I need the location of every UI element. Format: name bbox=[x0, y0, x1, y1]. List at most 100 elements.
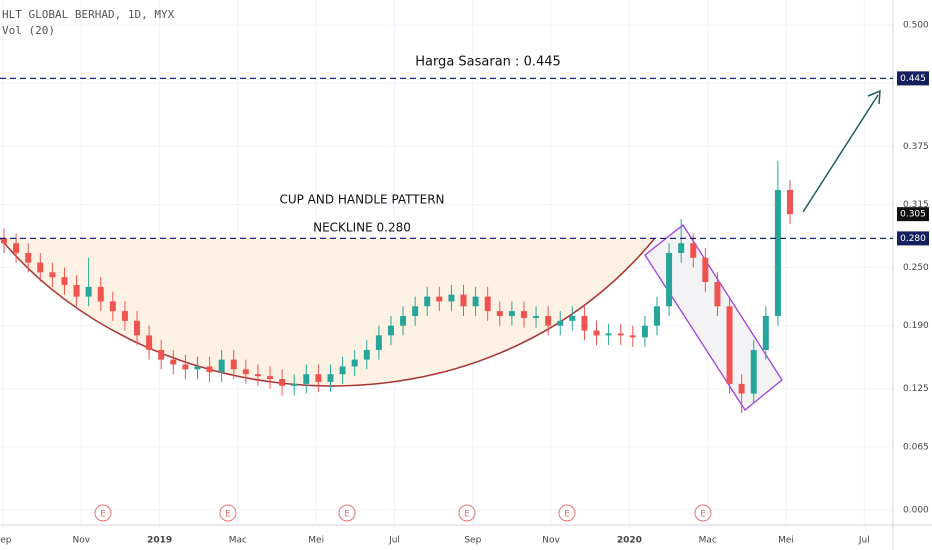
candle-body bbox=[315, 374, 322, 382]
price-tag-label: 0.280 bbox=[900, 234, 926, 244]
x-tick-label: Sep bbox=[0, 536, 12, 546]
x-tick-label: 2019 bbox=[147, 536, 172, 546]
candle-body bbox=[170, 359, 177, 365]
candle-body bbox=[666, 252, 673, 307]
candle-body bbox=[327, 374, 334, 382]
candle-body bbox=[375, 335, 382, 350]
candle-body bbox=[49, 272, 56, 278]
annotation: CUP AND HANDLE PATTERN bbox=[279, 193, 444, 207]
candle-body bbox=[109, 301, 116, 312]
cup-fill bbox=[0, 238, 655, 386]
event-label: E bbox=[564, 510, 570, 520]
x-tick-label: Mei bbox=[308, 536, 324, 546]
candle-body bbox=[254, 374, 261, 377]
price-tag bbox=[897, 71, 929, 86]
candle-body bbox=[653, 306, 660, 326]
candle-body bbox=[25, 252, 32, 263]
candle-body bbox=[242, 369, 249, 375]
x-tick-label: Sep bbox=[464, 536, 481, 546]
candle-body bbox=[641, 325, 648, 338]
candle-body bbox=[146, 335, 153, 350]
price-tag-label: 0.445 bbox=[900, 74, 926, 84]
candle-body bbox=[484, 296, 491, 312]
candle-body bbox=[158, 349, 165, 360]
x-tick-label: Mac bbox=[699, 536, 717, 546]
candle-body bbox=[605, 333, 612, 336]
candle-body bbox=[351, 359, 358, 367]
candle-body bbox=[194, 366, 201, 370]
candle-body bbox=[230, 359, 237, 370]
candle-body bbox=[85, 286, 92, 297]
x-tick-label: 2020 bbox=[617, 536, 642, 546]
candle-body bbox=[520, 311, 527, 318]
candle-body bbox=[496, 311, 503, 316]
candle-body bbox=[424, 296, 431, 307]
candle-body bbox=[182, 364, 189, 370]
candle-body bbox=[134, 320, 141, 336]
candle-body bbox=[702, 257, 709, 283]
candle-body bbox=[750, 349, 757, 394]
y-tick-label: 0.000 bbox=[903, 505, 929, 515]
y-tick-label: 0.375 bbox=[903, 142, 929, 152]
candle-body bbox=[472, 296, 479, 307]
candle-body bbox=[1, 238, 7, 244]
arrow-head bbox=[867, 89, 881, 105]
candle-body bbox=[387, 325, 394, 336]
candle-body bbox=[267, 376, 274, 380]
candle-body bbox=[206, 366, 213, 373]
candle-body bbox=[690, 243, 697, 258]
subtitle: Vol (20) bbox=[2, 24, 55, 37]
candle-body bbox=[291, 383, 298, 386]
candle-body bbox=[557, 320, 564, 326]
candle-body bbox=[460, 294, 467, 307]
candle-body bbox=[593, 330, 600, 336]
candle-body bbox=[738, 383, 745, 394]
candle-body bbox=[762, 315, 769, 350]
candle-body bbox=[436, 296, 443, 302]
x-tick-label: Mac bbox=[229, 536, 247, 546]
candle-body bbox=[533, 315, 540, 318]
candle-body bbox=[678, 243, 685, 253]
event-label: E bbox=[344, 510, 350, 520]
x-tick-label: Jul bbox=[858, 536, 870, 546]
candle-body bbox=[569, 315, 576, 321]
candle-body bbox=[339, 366, 346, 375]
x-tick-label: Nov bbox=[542, 536, 560, 546]
candle-body bbox=[726, 306, 733, 384]
y-tick-label: 0.315 bbox=[903, 200, 929, 210]
event-label: E bbox=[100, 510, 106, 520]
candle-body bbox=[774, 189, 781, 316]
event-marker bbox=[694, 504, 712, 522]
event-label: E bbox=[700, 510, 706, 520]
event-marker bbox=[558, 504, 576, 522]
y-tick-label: 0.250 bbox=[903, 263, 929, 273]
chart-title: HLT GLOBAL BERHAD, 1D, MYX bbox=[2, 8, 175, 21]
x-tick-label: Mei bbox=[778, 536, 794, 546]
y-tick-label: 0.065 bbox=[903, 442, 929, 452]
candle-body bbox=[448, 294, 455, 302]
last-price-label: 0.305 bbox=[900, 210, 926, 220]
channel bbox=[644, 224, 783, 411]
candle-body bbox=[581, 315, 588, 331]
candle-body bbox=[279, 379, 286, 386]
target-arrow bbox=[802, 94, 879, 213]
candle-body bbox=[13, 243, 20, 253]
candle-body bbox=[412, 306, 419, 316]
event-marker bbox=[458, 504, 476, 522]
candle-body bbox=[73, 284, 80, 297]
annotation: NECKLINE 0.280 bbox=[313, 221, 411, 235]
candle-body bbox=[97, 286, 104, 302]
event-label: E bbox=[225, 510, 231, 520]
candle-body bbox=[617, 333, 624, 336]
price-tag bbox=[897, 231, 929, 246]
candle-body bbox=[303, 374, 310, 384]
candle-body bbox=[787, 189, 793, 215]
candle-body bbox=[400, 315, 407, 326]
candle-body bbox=[121, 311, 128, 321]
event-marker bbox=[94, 504, 112, 522]
y-tick-label: 0.190 bbox=[903, 321, 929, 331]
candle-body bbox=[363, 349, 370, 360]
candle-body bbox=[37, 262, 44, 273]
event-marker bbox=[219, 504, 237, 522]
